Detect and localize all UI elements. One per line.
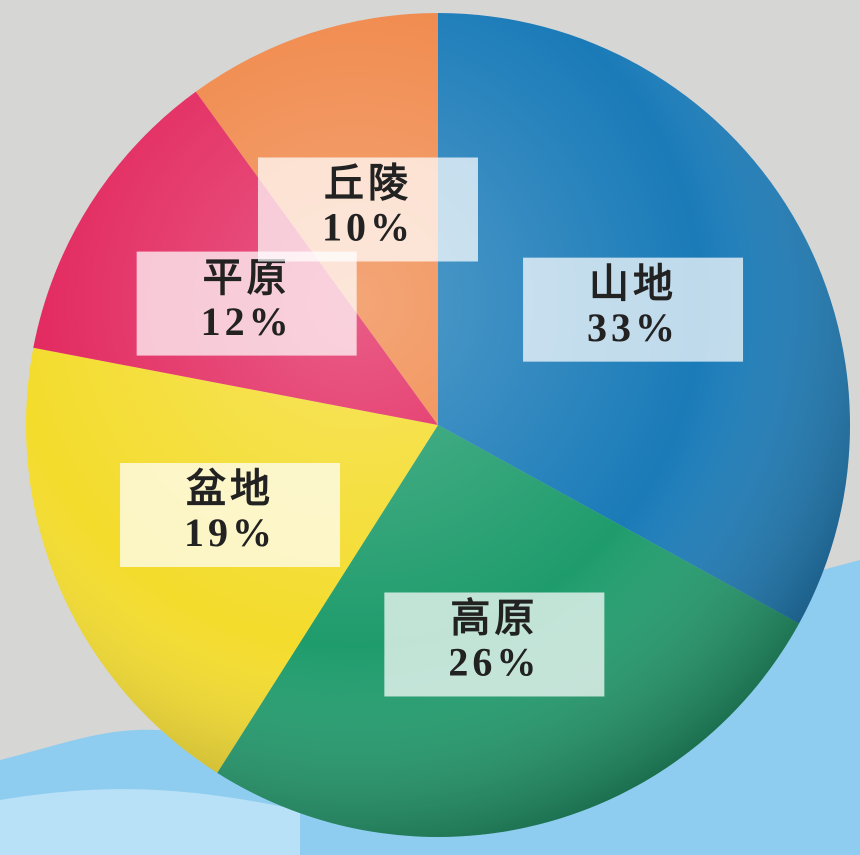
category-label: 盆地 bbox=[186, 466, 274, 511]
chart: 山地33% 高原26% 盆地19% 平原12% 丘陵10% bbox=[0, 0, 860, 855]
value-label: 19% bbox=[184, 510, 276, 555]
category-label: 丘陵 bbox=[324, 161, 412, 206]
value-label: 12% bbox=[201, 299, 293, 344]
pie-shading bbox=[26, 13, 850, 837]
category-label: 山地 bbox=[589, 261, 677, 306]
value-label: 26% bbox=[448, 640, 540, 685]
category-label: 高原 bbox=[450, 596, 538, 641]
value-label: 33% bbox=[587, 305, 679, 350]
value-label: 10% bbox=[322, 205, 414, 250]
category-label: 平原 bbox=[203, 255, 291, 300]
